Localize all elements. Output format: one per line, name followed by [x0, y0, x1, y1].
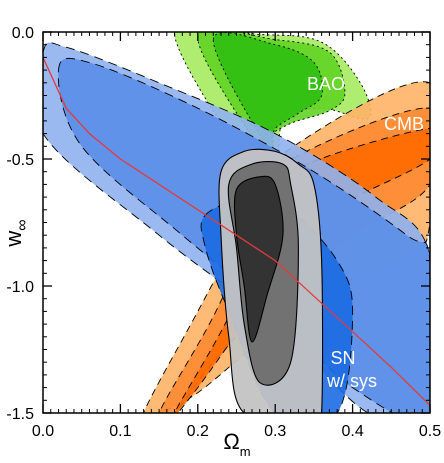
cmb-label: CMB — [384, 114, 424, 134]
y-axis-title: w∞ — [1, 219, 31, 247]
bao-contour-level-3 — [212, 32, 324, 151]
x-axis-title: Ωm — [223, 429, 250, 459]
confidence-regions — [43, 32, 430, 413]
sn-label: SN — [330, 348, 355, 368]
x-tick-label: 0.1 — [109, 423, 131, 440]
x-axis-title-main: Ω — [223, 429, 239, 454]
y-tick-label: 0.0 — [12, 25, 34, 42]
x-tick-label: 0.5 — [419, 423, 441, 440]
axis-ticks — [42, 31, 431, 414]
x-tick-label: 0.0 — [32, 423, 54, 440]
x-tick-label: 0.4 — [341, 423, 363, 440]
y-tick-labels: 0.0 -0.5 -1.0 -1.5 — [6, 25, 34, 423]
bao-label: BAO — [307, 74, 345, 94]
y-tick-label: -1.5 — [6, 406, 34, 423]
y-tick-label: -0.5 — [6, 152, 34, 169]
x-tick-label: 0.2 — [187, 423, 209, 440]
x-tick-labels: 0.0 0.1 0.2 0.3 0.4 0.5 — [32, 423, 441, 440]
x-tick-label: 0.3 — [264, 423, 286, 440]
y-axis-title-main: w — [1, 231, 26, 248]
x-axis-title-subscript: m — [240, 444, 251, 459]
best-fit-line — [43, 57, 430, 406]
best-fit-line-layer — [43, 57, 430, 406]
y-axis-title-subscript: ∞ — [14, 219, 31, 230]
sn-sys-label: w/ sys — [326, 371, 377, 391]
combined-contour-level-3 — [233, 175, 284, 343]
y-tick-label: -1.0 — [6, 279, 34, 296]
